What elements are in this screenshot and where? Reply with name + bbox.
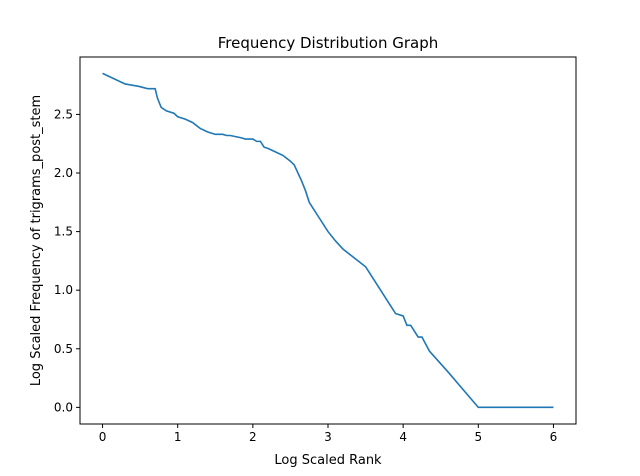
axes-frame (79, 56, 577, 425)
y-tick-label: 1.0 (54, 283, 73, 297)
x-tick-label: 4 (399, 430, 407, 444)
y-axis-title: Log Scaled Frequency of trigrams_post_st… (29, 95, 44, 386)
series-line (102, 72, 554, 409)
plot-area (102, 72, 554, 409)
y-tick-label: 0.0 (54, 400, 73, 414)
y-tick-label: 1.5 (54, 225, 73, 239)
x-tick-label: 0 (99, 430, 107, 444)
y-tick-label: 2.5 (54, 107, 73, 121)
x-tick-label: 2 (249, 430, 257, 444)
y-tick-label: 2.0 (54, 166, 73, 180)
y-axis-ticks: 0.0 0.5 1.0 1.5 2.0 2.5 (54, 107, 80, 414)
y-tick-label: 0.5 (54, 342, 73, 356)
x-tick-label: 5 (474, 430, 482, 444)
x-tick-label: 6 (550, 430, 558, 444)
x-tick-label: 1 (174, 430, 182, 444)
x-axis-ticks: 0 1 2 3 4 5 6 (99, 424, 558, 444)
chart-title: Frequency Distribution Graph (218, 34, 439, 52)
x-axis-title: Log Scaled Rank (274, 453, 382, 468)
x-tick-label: 3 (324, 430, 332, 444)
